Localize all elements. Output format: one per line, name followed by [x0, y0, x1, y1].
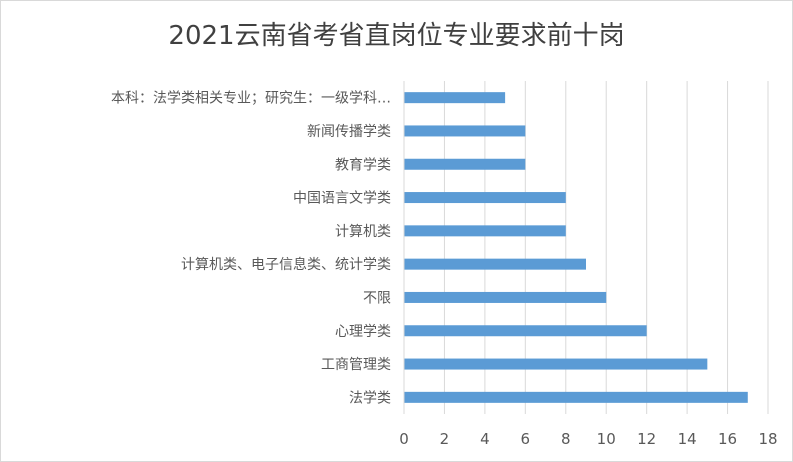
- bar: [404, 92, 506, 104]
- category-label: 法学类: [349, 390, 391, 406]
- x-tick-label: 14: [678, 430, 697, 448]
- bar: [404, 291, 607, 303]
- x-tick-label: 18: [758, 430, 777, 448]
- x-tick-label: 16: [718, 430, 737, 448]
- bar: [404, 258, 586, 270]
- bar: [404, 225, 566, 237]
- x-tick-label: 10: [597, 430, 616, 448]
- bar: [404, 192, 566, 204]
- category-label: 新闻传播学类: [307, 124, 391, 140]
- category-label: 计算机类: [335, 224, 391, 240]
- category-label: 心理学类: [335, 324, 391, 340]
- category-label: 教育学类: [335, 157, 391, 173]
- category-label: 计算机类、电子信息类、统计学类: [181, 256, 391, 273]
- x-tick-label: 4: [480, 430, 490, 448]
- category-label: 不限: [363, 290, 391, 306]
- x-tick-label: 2: [440, 430, 450, 448]
- category-label: 本科：法学类相关专业；研究生：一级学科…: [111, 91, 391, 107]
- bar: [404, 158, 526, 170]
- chart-title: 2021云南省考省直岗位专业要求前十岗: [168, 21, 625, 51]
- x-tick-label: 8: [561, 430, 571, 448]
- x-tick-label: 12: [637, 430, 656, 448]
- bar: [404, 125, 526, 137]
- bar: [404, 391, 748, 403]
- category-label: 工商管理类: [321, 357, 391, 373]
- category-label: 中国语言文学类: [293, 191, 391, 207]
- bar: [404, 325, 647, 337]
- x-tick-label: 0: [399, 430, 409, 448]
- x-tick-label: 6: [521, 430, 531, 448]
- bar: [404, 358, 708, 370]
